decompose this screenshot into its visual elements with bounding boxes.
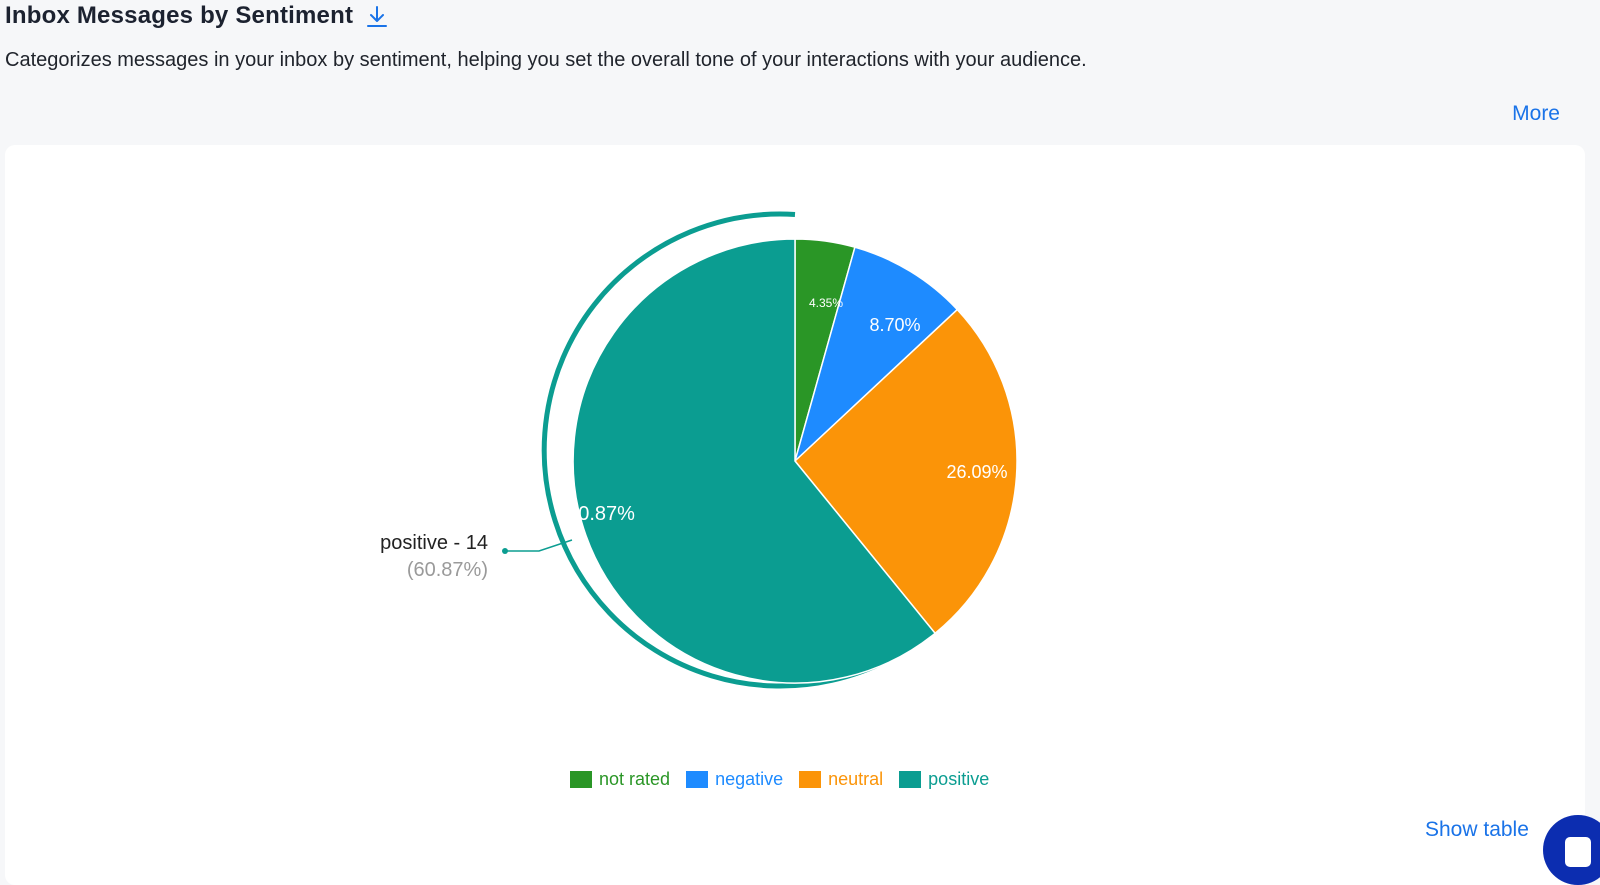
legend-label: neutral	[828, 769, 884, 789]
chart-legend: not rated negative neutral positive	[570, 769, 989, 790]
legend-label: negative	[715, 769, 784, 789]
slice-neutral[interactable]	[793, 308, 1018, 635]
callout-label: positive - 14	[380, 532, 488, 554]
legend-swatch	[686, 771, 709, 788]
positive-highlight-ring	[541, 211, 930, 689]
legend-swatch	[799, 771, 822, 788]
slice-positive[interactable]	[572, 238, 937, 684]
slice-label-not-rated: 4.35%	[809, 296, 843, 310]
download-icon[interactable]	[365, 4, 389, 28]
legend-swatch	[570, 771, 592, 788]
chart-description: Categorizes messages in your inbox by se…	[5, 49, 1087, 71]
page-title: Inbox Messages by Sentiment	[5, 2, 354, 29]
slice-label-negative: 8.70%	[869, 315, 920, 335]
legend-item-neutral[interactable]: neutral	[799, 769, 883, 790]
pie-chart: 4.35% 8.70% 26.09% 60.87%	[502, 211, 1018, 689]
slice-label-neutral: 26.09%	[946, 462, 1007, 482]
legend-item-positive[interactable]: positive	[899, 769, 989, 790]
legend-swatch	[899, 771, 922, 788]
callout-dot	[502, 548, 508, 554]
show-table-link[interactable]: Show table	[1425, 818, 1529, 841]
callout-percent: (60.87%)	[406, 559, 488, 581]
slice-label-positive: 60.87%	[567, 503, 635, 525]
header: Inbox Messages by Sentiment	[5, 0, 389, 32]
callout-connector	[505, 539, 573, 552]
chat-icon	[1565, 837, 1591, 867]
legend-label: positive	[928, 769, 990, 789]
legend-label: not rated	[599, 769, 671, 789]
legend-item-negative[interactable]: negative	[686, 769, 783, 790]
more-link[interactable]: More	[1512, 102, 1560, 125]
legend-item-not-rated[interactable]: not rated	[570, 769, 670, 790]
slice-negative[interactable]	[793, 246, 959, 464]
